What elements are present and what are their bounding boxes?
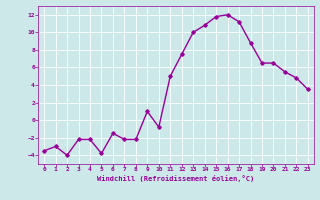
X-axis label: Windchill (Refroidissement éolien,°C): Windchill (Refroidissement éolien,°C) — [97, 175, 255, 182]
